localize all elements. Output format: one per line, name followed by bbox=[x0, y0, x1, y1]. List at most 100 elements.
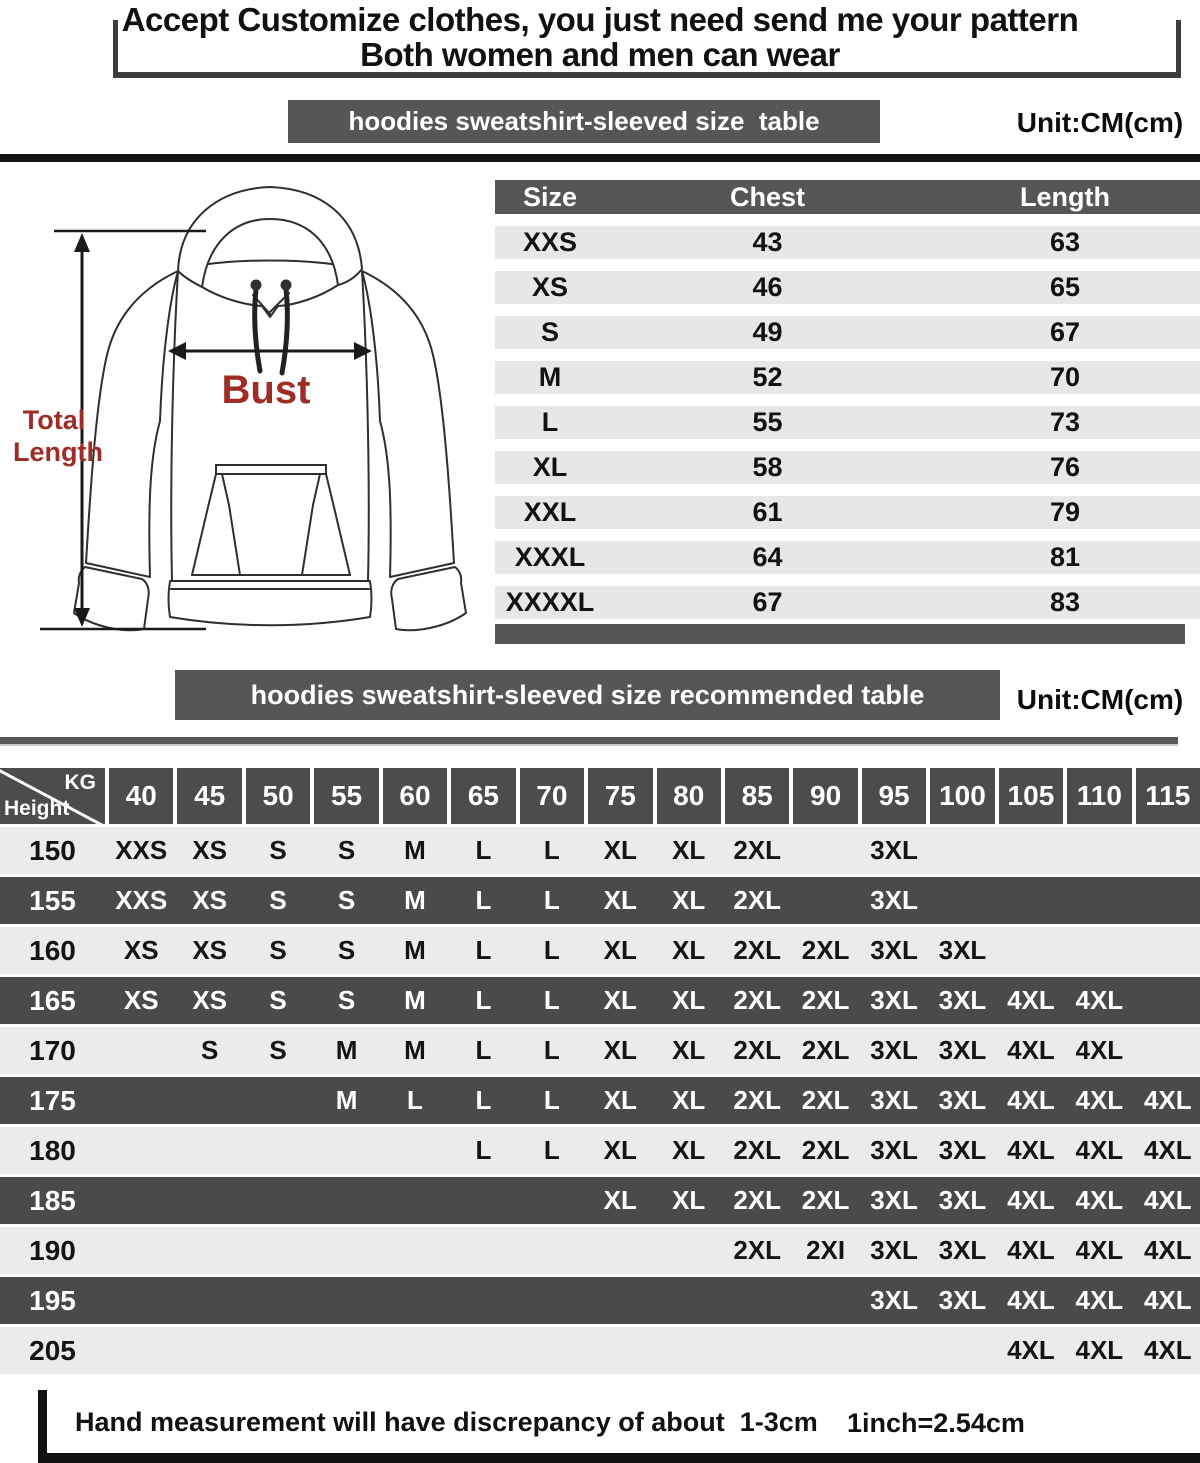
recommended-size-cell bbox=[246, 1127, 310, 1174]
inch-conversion: 1inch=2.54cm bbox=[847, 1408, 1025, 1438]
size-table-cell: XXXXL bbox=[505, 587, 595, 617]
recommended-size-cell bbox=[109, 1227, 173, 1274]
recommended-size-cell bbox=[930, 827, 994, 874]
recommended-size-cell: 3XL bbox=[870, 985, 918, 1015]
recommended-size-cell: S bbox=[269, 985, 287, 1015]
recommended-size-cell bbox=[177, 1177, 241, 1224]
recommended-size-cell: 3XL bbox=[938, 1285, 987, 1315]
size-table-cell: 81 bbox=[1049, 542, 1081, 572]
hoodie-left-sleeve bbox=[85, 270, 179, 578]
recommended-size-cell bbox=[246, 1227, 310, 1274]
recommended-size-cell bbox=[177, 1077, 241, 1124]
footer-note-box: Hand measurement will have discrepancy o… bbox=[38, 1390, 1200, 1463]
recommended-size-cell: 4XL bbox=[1007, 1185, 1055, 1215]
matrix-row-grid: 170 S S M M L L XL XL 2XL 2XL 3XL 3XL 4XL 4XL bbox=[0, 1027, 1200, 1074]
corner-height-label: Height bbox=[4, 797, 70, 820]
matrix-row-grid: 185 XL XL 2XL 2XL 3XL 3XL 4XL 4XL 4XL bbox=[0, 1177, 1200, 1224]
recommended-size-cell bbox=[1067, 877, 1131, 924]
recommended-size-cell bbox=[314, 1327, 378, 1374]
matrix-row: 180 L L XL XL 2XL 2XL 3XL 3XL 4XL 4XL 4XL bbox=[0, 1127, 1200, 1174]
recommended-size-cell bbox=[1067, 827, 1131, 874]
bust-label: Bust bbox=[222, 368, 311, 412]
recommended-size-cell: S bbox=[269, 835, 287, 865]
recommended-size-cell: 2XL bbox=[801, 1135, 850, 1165]
matrix-row: 195 3XL 3XL 4XL 4XL 4XL bbox=[0, 1277, 1200, 1324]
recommended-size-cell: XL bbox=[603, 1085, 637, 1115]
recommended-size-cell: 4XL bbox=[1143, 1285, 1192, 1315]
recommended-size-cell: 4XL bbox=[1007, 985, 1055, 1015]
recommended-size-cell bbox=[383, 1127, 447, 1174]
height-label: 190 bbox=[29, 1235, 76, 1266]
size-column-header: Chest bbox=[729, 182, 805, 212]
recommended-size-cell: XL bbox=[672, 935, 706, 965]
height-label: 165 bbox=[29, 985, 76, 1016]
recommended-size-cell: L bbox=[475, 835, 492, 865]
size-table-cell: 65 bbox=[1049, 272, 1081, 302]
recommended-size-cell bbox=[1136, 877, 1200, 924]
recommended-size-cell: S bbox=[337, 835, 356, 865]
recommended-size-cell bbox=[588, 1277, 652, 1324]
recommended-size-cell bbox=[793, 827, 857, 874]
recommended-size-cell: 4XL bbox=[1075, 1335, 1124, 1365]
recommended-size-cell bbox=[520, 1227, 584, 1274]
recommended-size-cell: XL bbox=[603, 985, 637, 1015]
height-label: 205 bbox=[29, 1335, 76, 1366]
hoodie-right-cuff bbox=[390, 566, 467, 632]
weight-column-header: 50 bbox=[245, 768, 311, 824]
size-table-cell: 43 bbox=[752, 227, 783, 257]
recommended-size-cell: 3XL bbox=[870, 1085, 918, 1115]
recommended-size-cell: 4XL bbox=[1075, 1135, 1124, 1165]
recommended-size-cell bbox=[793, 1327, 857, 1374]
recommended-size-cell bbox=[930, 877, 994, 924]
weight-column-header: 65 bbox=[451, 768, 516, 824]
recommended-size-cell bbox=[314, 1277, 378, 1324]
size-table-cell: 83 bbox=[1049, 587, 1081, 617]
recommended-size-cell: M bbox=[404, 885, 426, 915]
recommended-size-cell: 3XL bbox=[870, 1185, 918, 1215]
recommended-size-cell bbox=[177, 1127, 241, 1174]
size-table-row: XS 46 65 bbox=[495, 271, 1200, 304]
recommended-size-cell: 3XL bbox=[938, 985, 987, 1015]
recommended-size-cell: 3XL bbox=[938, 1135, 987, 1165]
size-table-cell: XL bbox=[532, 452, 568, 482]
size-table-cell: 67 bbox=[1049, 317, 1081, 347]
recommended-size-cell bbox=[314, 1127, 378, 1174]
recommended-size-cell: 4XL bbox=[1075, 985, 1124, 1015]
hoodie-right-sleeve bbox=[361, 270, 455, 578]
recommended-size-cell: XL bbox=[603, 885, 637, 915]
recommended-size-cell: L bbox=[475, 985, 492, 1015]
recommended-size-cell: 2XL bbox=[733, 1035, 781, 1065]
size-table-cell: XXL bbox=[523, 497, 577, 527]
recommended-size-cell: 2XL bbox=[733, 1235, 781, 1265]
size-column-header: Length bbox=[1020, 182, 1110, 212]
recommended-size-cell: 2XL bbox=[733, 885, 781, 915]
recommended-size-cell bbox=[109, 1177, 173, 1224]
recommended-size-cell: M bbox=[335, 1035, 358, 1065]
recommended-size-cell bbox=[383, 1177, 447, 1224]
recommended-size-cell bbox=[588, 1227, 652, 1274]
recommended-size-cell: XL bbox=[672, 985, 706, 1015]
weight-column-header: 75 bbox=[588, 768, 653, 824]
recommended-size-cell bbox=[520, 1277, 584, 1324]
recommended-size-cell: XL bbox=[603, 1035, 637, 1065]
recommended-size-cell: 4XL bbox=[1007, 1285, 1055, 1315]
size-table-row: XL 58 76 bbox=[495, 451, 1200, 484]
recommended-size-cell: XS bbox=[192, 935, 227, 965]
size-table-row: S 49 67 bbox=[495, 316, 1200, 349]
height-label: 175 bbox=[29, 1085, 76, 1116]
recommended-size-cell: XL bbox=[603, 835, 637, 865]
recommended-size-cell bbox=[109, 1027, 173, 1074]
recommended-size-cell: XL bbox=[672, 1185, 706, 1215]
matrix-row: 185 XL XL 2XL 2XL 3XL 3XL 4XL 4XL 4XL bbox=[0, 1177, 1200, 1224]
recommended-size-cell: L bbox=[543, 1035, 560, 1065]
recommended-size-cell: S bbox=[337, 985, 356, 1015]
size-table-rows: XXS 43 63 XS 46 65 S 49 67 M 52 70 L 55 73 XL 58 76 XXL 61 7… bbox=[495, 226, 1200, 619]
recommended-size-cell: L bbox=[475, 1135, 492, 1165]
recommended-size-cell: 2XL bbox=[801, 935, 850, 965]
weight-column-header: 60 bbox=[382, 768, 448, 824]
recommended-size-matrix: KG Height 40 45 50 55 60 65 70 75 80 85 90 95 100 105… bbox=[0, 768, 1200, 1374]
weight-column-header: 40 bbox=[109, 768, 174, 824]
recommended-size-cell: 2XL bbox=[801, 1035, 850, 1065]
size-table-cell: 64 bbox=[752, 542, 783, 572]
recommended-size-cell bbox=[451, 1277, 515, 1324]
